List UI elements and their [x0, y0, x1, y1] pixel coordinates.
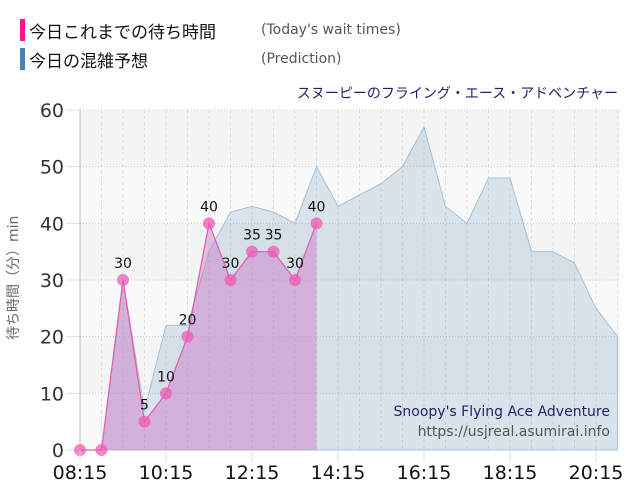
legend-swatch-prediction: [20, 48, 25, 70]
data-label: 30: [114, 256, 132, 272]
plot-band: [80, 280, 620, 337]
data-label: 40: [200, 199, 218, 215]
legend-label-en: (Today's wait times): [261, 22, 401, 38]
x-tick-label: 16:15: [397, 462, 452, 484]
plot-band: [80, 110, 620, 167]
y-tick-label: 10: [40, 383, 64, 405]
legend-swatch-actual: [20, 19, 25, 41]
legend-label-en: (Prediction): [261, 51, 342, 67]
x-tick-label: 08:15: [53, 462, 108, 484]
legend-label-jp: 今日の混雑予想: [29, 51, 148, 72]
x-tick-label: 10:15: [139, 462, 194, 484]
legend-item-prediction: 今日の混雑予想 (Prediction): [20, 48, 342, 72]
data-point[interactable]: [181, 330, 194, 343]
y-tick-label: 60: [40, 100, 64, 122]
y-tick-label: 40: [40, 213, 64, 235]
y-tick-label: 50: [40, 157, 64, 179]
chart-title: スヌーピーのフライング・エース・アドベンチャー: [296, 86, 618, 102]
data-point[interactable]: [289, 274, 301, 286]
data-point[interactable]: [160, 387, 172, 400]
data-label: 20: [179, 313, 197, 329]
data-point[interactable]: [138, 415, 151, 428]
data-label: 30: [222, 256, 240, 272]
plot-band: [80, 393, 620, 450]
x-tick-label: 12:15: [225, 462, 280, 484]
data-label: 30: [286, 256, 304, 272]
legend-item-actual: 今日これまでの待ち時間 (Today's wait times): [20, 19, 401, 43]
data-label: 5: [140, 398, 149, 414]
watermark-url: https://usjreal.asumirai.info: [418, 424, 610, 440]
data-point[interactable]: [117, 274, 129, 286]
watermark-title: Snoopy's Flying Ace Adventure: [394, 404, 611, 420]
data-point[interactable]: [224, 274, 237, 286]
data-point[interactable]: [246, 245, 258, 258]
plot-band: [80, 223, 620, 280]
x-tick-label: 18:15: [483, 462, 538, 484]
y-tick-label: 20: [40, 327, 64, 349]
data-label: 10: [157, 369, 175, 385]
data-point[interactable]: [203, 217, 215, 230]
data-point[interactable]: [267, 245, 280, 258]
data-point[interactable]: [95, 444, 108, 456]
y-tick-label: 0: [52, 440, 64, 462]
data-point[interactable]: [310, 217, 323, 230]
x-tick-label: 14:15: [311, 462, 366, 484]
data-label: 35: [243, 228, 261, 244]
y-tick-label: 30: [40, 270, 64, 292]
legend-label-jp: 今日これまでの待ち時間: [29, 22, 216, 43]
data-label: 35: [265, 228, 283, 244]
actual-area: [80, 223, 317, 450]
plot-band: [80, 166, 620, 224]
x-tick-label: 20:15: [569, 462, 624, 484]
data-label: 40: [308, 199, 326, 215]
